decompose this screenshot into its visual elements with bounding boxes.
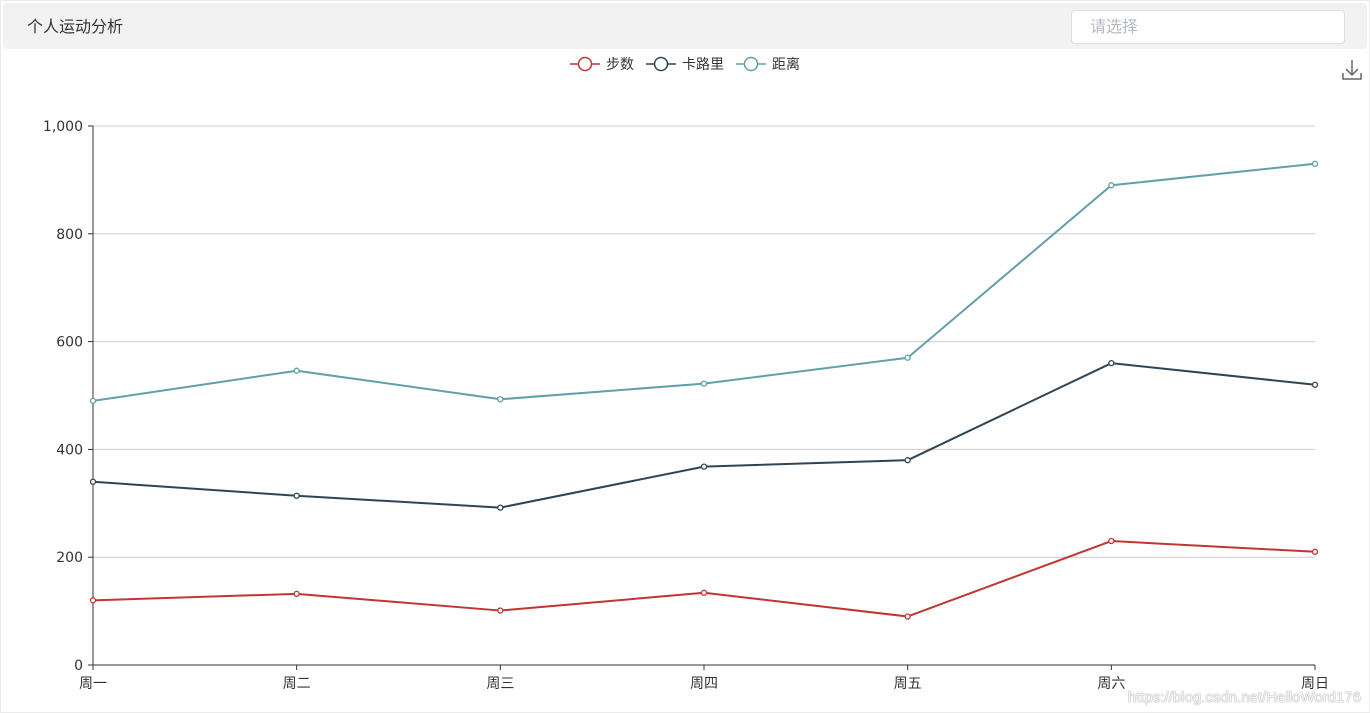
x-tick-label: 周四	[690, 676, 718, 692]
data-point[interactable]	[293, 367, 300, 374]
grid-lines	[88, 125, 1315, 666]
page-title: 个人运动分析	[27, 17, 124, 36]
y-tick-label: 1,000	[43, 119, 83, 135]
x-tick-label: 周五	[894, 676, 922, 692]
data-point[interactable]	[1108, 182, 1115, 189]
y-tick-label: 400	[56, 442, 83, 458]
data-point[interactable]	[1311, 548, 1319, 555]
data-point[interactable]	[89, 478, 97, 485]
y-tick-label: 0	[74, 658, 83, 674]
data-point[interactable]	[89, 597, 97, 604]
y-tick-labels: 0 200 400 600 800 1,000	[43, 119, 83, 674]
x-tick-label: 周二	[283, 676, 311, 692]
legend-item[interactable]: 步数	[570, 56, 634, 73]
data-point[interactable]	[89, 397, 97, 405]
x-tick-label: 周一	[79, 676, 107, 692]
data-point[interactable]	[904, 354, 911, 361]
select-dropdown[interactable]: 请选择	[1071, 10, 1345, 44]
data-point[interactable]	[904, 457, 911, 464]
data-point[interactable]	[293, 492, 300, 499]
legend-marker	[653, 56, 669, 72]
data-point[interactable]	[1108, 537, 1115, 545]
data-point[interactable]	[497, 396, 504, 403]
data-point[interactable]	[293, 590, 300, 598]
y-tick-label: 200	[56, 550, 83, 566]
data-point[interactable]	[904, 613, 911, 620]
x-tick-label: 周三	[486, 676, 514, 692]
legend-label: 卡路里	[682, 57, 724, 73]
y-tick-label: 600	[56, 335, 83, 351]
x-tick-labels: 周一 周二 周三 周四 周五 周六 周日	[79, 676, 1329, 692]
data-point[interactable]	[1311, 160, 1319, 167]
data-point[interactable]	[497, 504, 504, 511]
header-bar: 个人运动分析 请选择	[3, 3, 1367, 49]
legend-marker	[743, 56, 759, 72]
x-tick-label: 周日	[1301, 676, 1329, 692]
y-tick-label: 800	[56, 227, 83, 243]
data-point[interactable]	[1311, 381, 1319, 388]
legend[interactable]: 步数 卡路里 距离	[570, 56, 800, 73]
legend-label: 步数	[606, 57, 634, 73]
series-line	[92, 540, 1316, 618]
legend-marker	[577, 56, 593, 72]
data-point[interactable]	[700, 589, 708, 596]
data-point[interactable]	[700, 463, 708, 470]
legend-item[interactable]: 卡路里	[646, 56, 724, 73]
legend-item[interactable]: 距离	[736, 56, 800, 73]
line-chart: 步数 卡路里 距离 02004006008001,000 周一 周二 周三 周四 周五 周六周…	[43, 56, 1365, 692]
data-point[interactable]	[1108, 360, 1115, 367]
x-tick-label: 周六	[1097, 676, 1125, 692]
data-point[interactable]	[700, 380, 708, 387]
series-lines	[89, 160, 1319, 620]
watermark-text: https://blog.csdn.net/HelloWord176	[1127, 689, 1361, 706]
legend-label: 距离	[772, 56, 800, 73]
axes	[92, 126, 1316, 670]
data-point[interactable]	[497, 607, 504, 614]
download-icon[interactable]	[1339, 57, 1365, 83]
